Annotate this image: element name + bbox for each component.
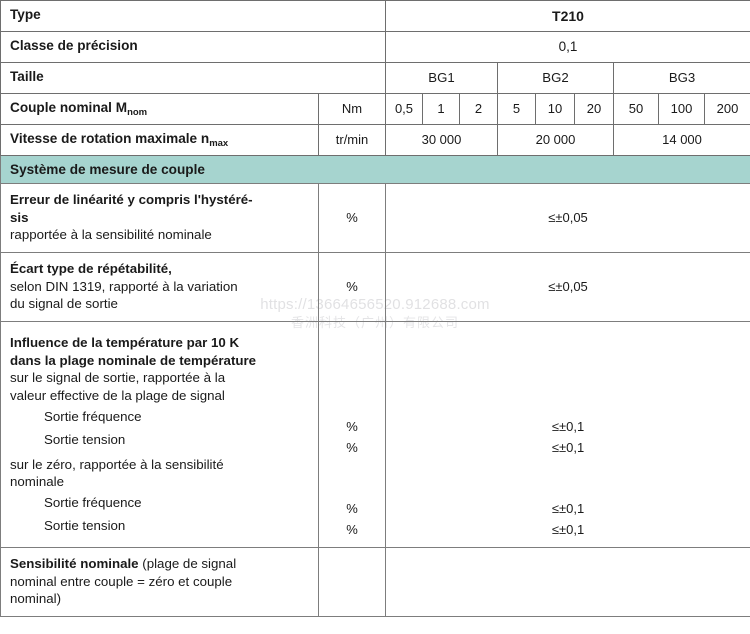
sensitivity-line-1: Sensibilité nominale (plage de signal: [10, 555, 309, 573]
temperature-group2-item-2-value: ≤±0,1: [551, 521, 585, 537]
speed-label-subscript: max: [209, 137, 229, 149]
temperature-bold-line-2: dans la plage nominale de température: [10, 352, 257, 368]
temperature-group2-line-2: nominale: [10, 474, 64, 490]
sensitivity-line-2: nominal entre couple = zéro et couple: [10, 573, 233, 589]
cell-speed-value-bg3: 14 000: [612, 123, 750, 156]
temperature-group2-item-1-value: ≤±0,1: [551, 500, 585, 516]
cell-repeatability-label: Écart type de répétabilité, selon DIN 13…: [0, 251, 319, 322]
sensitivity-line-3: nominal): [10, 591, 61, 607]
cell-repeatability-unit: %: [318, 251, 386, 322]
temperature-group1-item-2-label: Sortie tension: [44, 431, 126, 447]
cell-torque-value-8: 100: [658, 92, 705, 125]
cell-torque-value-5: 10: [535, 92, 575, 125]
repeatability-normal-line-2: du signal de sortie: [10, 296, 118, 312]
cell-torque-value-1: 0,5: [385, 92, 423, 125]
specification-table: Type T210 Classe de précision 0,1 Taille…: [0, 0, 750, 617]
row-section-header: Système de mesure de couple: [0, 154, 750, 184]
temperature-value-spacer-mid: [386, 461, 750, 501]
sensitivity-label: Sensibilité nominale (plage de signal no…: [1, 548, 318, 616]
temperature-group1-item-1-unit: %: [346, 418, 358, 434]
cell-torque-value-4: 5: [497, 92, 536, 125]
cell-linearity-unit: %: [318, 182, 386, 253]
cell-torque-unit: Nm: [318, 92, 386, 125]
row-accuracy-class: Classe de précision 0,1: [0, 30, 750, 63]
temperature-group1-item-1-value: ≤±0,1: [551, 418, 585, 434]
cell-torque-value-7: 50: [613, 92, 659, 125]
cell-section-header: Système de mesure de couple: [0, 154, 750, 184]
cell-accuracy-value: 0,1: [384, 30, 750, 63]
temperature-group2-label: sur le zéro, rapportée à la sensibilité …: [1, 453, 318, 493]
speed-label-text: Vitesse de rotation maximale n: [10, 130, 210, 146]
cell-torque-value-6: 20: [574, 92, 614, 125]
cell-sensitivity-value: [384, 546, 750, 617]
cell-speed-label: Vitesse de rotation maximale nmax: [0, 123, 319, 156]
temperature-group1-line-1: sur le signal de sortie, rapportée à la: [10, 370, 226, 386]
cell-sensitivity-label: Sensibilité nominale (plage de signal no…: [0, 546, 319, 617]
row-repeatability: Écart type de répétabilité, selon DIN 13…: [0, 251, 750, 322]
row-max-speed: Vitesse de rotation maximale nmax tr/min…: [0, 123, 750, 156]
type-label: Type: [10, 7, 41, 22]
cell-torque-value-2: 1: [422, 92, 460, 125]
temperature-group2-item-2-unit: %: [346, 521, 358, 537]
temperature-bold-line-1: Influence de la température par 10 K: [10, 334, 240, 350]
temperature-group2-item-2-label: Sortie tension: [44, 517, 126, 533]
cell-size-bg1: BG1: [385, 61, 498, 94]
temperature-group1-line-2: valeur effective de la plage de signal: [10, 387, 225, 403]
cell-type-label: Type: [0, 0, 386, 32]
cell-speed-unit: tr/min: [318, 123, 386, 156]
temperature-group2-item-1-label: Sortie fréquence: [44, 494, 142, 510]
row-linearity: Erreur de linéarité y compris l'hystéré-…: [0, 182, 750, 253]
torque-label: Couple nominal Mnom: [1, 94, 318, 124]
temperature-group2-line-1: sur le zéro, rapportée à la sensibilité: [10, 456, 224, 472]
cell-size-bg2: BG2: [497, 61, 614, 94]
cell-temperature-values: ≤±0,1 ≤±0,1 ≤±0,1 ≤±0,1: [384, 320, 750, 548]
repeatability-normal-line-1: selon DIN 1319, rapporté à la variation: [10, 278, 238, 294]
row-type: Type T210: [0, 0, 750, 32]
row-size: Taille BG1 BG2 BG3: [0, 61, 750, 94]
cell-torque-value-9: 200: [703, 92, 750, 125]
cell-temperature-units: % % % %: [318, 320, 386, 548]
temperature-group1-item-2-value: ≤±0,1: [551, 439, 585, 455]
cell-temperature-label: Influence de la température par 10 K dan…: [0, 320, 319, 548]
cell-linearity-label: Erreur de linéarité y compris l'hystéré-…: [0, 182, 319, 253]
cell-size-label: Taille: [0, 61, 386, 94]
cell-linearity-value: ≤±0,05: [384, 182, 750, 253]
temperature-value-spacer-top: [386, 322, 750, 419]
torque-label-subscript: nom: [127, 106, 148, 118]
sensitivity-normal-part-1: (plage de signal: [138, 555, 237, 571]
linearity-bold-line-2: sis: [10, 209, 29, 225]
temperature-group1-item-1-label: Sortie fréquence: [44, 408, 142, 424]
repeatability-label: Écart type de répétabilité, selon DIN 13…: [1, 253, 318, 321]
section-title: Système de mesure de couple: [10, 161, 205, 177]
temperature-group1-item-2-unit: %: [346, 439, 358, 455]
cell-sensitivity-unit: [318, 546, 386, 617]
cell-speed-value-bg2: 20 000: [497, 123, 614, 156]
speed-label: Vitesse de rotation maximale nmax: [1, 125, 318, 155]
cell-accuracy-label: Classe de précision: [0, 30, 386, 63]
torque-label-text: Couple nominal M: [10, 99, 128, 115]
linearity-bold-line-1: Erreur de linéarité y compris l'hystéré-: [10, 191, 253, 207]
cell-torque-label: Couple nominal Mnom: [0, 92, 319, 125]
temperature-group2-item-1-unit: %: [346, 500, 358, 516]
row-nominal-sensitivity: Sensibilité nominale (plage de signal no…: [0, 546, 750, 617]
cell-speed-value-bg1: 30 000: [385, 123, 498, 156]
temperature-unit-spacer-mid: [319, 461, 385, 501]
cell-size-bg3: BG3: [612, 61, 750, 94]
temperature-label: Influence de la température par 10 K dan…: [1, 327, 318, 407]
linearity-label: Erreur de linéarité y compris l'hystéré-…: [1, 184, 318, 252]
row-nominal-torque: Couple nominal Mnom Nm 0,5 1 2 5 10 20 5…: [0, 92, 750, 125]
row-temperature-influence: Influence de la température par 10 K dan…: [0, 320, 750, 548]
repeatability-bold-line: Écart type de répétabilité,: [10, 260, 172, 276]
temperature-unit-spacer-top: [319, 322, 385, 419]
size-label: Taille: [10, 68, 44, 84]
cell-repeatability-value: ≤±0,05: [384, 251, 750, 322]
sensitivity-bold-part: Sensibilité nominale: [10, 555, 139, 571]
cell-type-value: T210: [384, 0, 750, 32]
cell-torque-value-3: 2: [459, 92, 498, 125]
linearity-normal-line: rapportée à la sensibilité nominale: [10, 227, 212, 243]
accuracy-label: Classe de précision: [10, 37, 138, 53]
